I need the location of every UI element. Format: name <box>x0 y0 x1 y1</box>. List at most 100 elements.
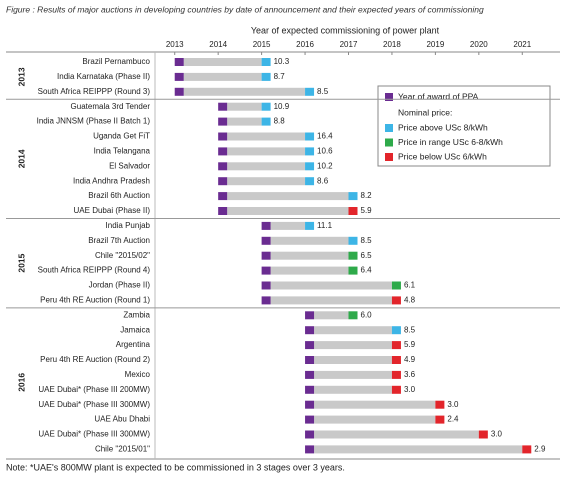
legend-swatch <box>385 138 393 147</box>
row-label: Brazil 6th Auction <box>88 191 150 200</box>
price-label: 8.5 <box>361 236 373 245</box>
row-label: Brazil 7th Auction <box>88 236 150 245</box>
duration-bar <box>227 207 349 215</box>
award-marker <box>261 296 271 305</box>
duration-bar <box>183 58 262 66</box>
commission-marker <box>478 430 488 439</box>
legend-subtitle: Nominal price: <box>398 107 452 117</box>
price-label: 8.2 <box>361 191 373 200</box>
duration-bar <box>314 430 479 439</box>
duration-bar <box>227 117 262 126</box>
row-label: South Africa REIPPP (Round 4) <box>38 266 151 275</box>
price-label: 3.6 <box>404 370 416 379</box>
award-marker <box>261 251 271 260</box>
chart-title: Figure : Results of major auctions in de… <box>6 4 484 14</box>
legend-label: Price above USc 8/kWh <box>398 122 488 132</box>
row-label: UAE Dubai (Phase II) <box>74 206 151 215</box>
legend-label: Year of award of PPA <box>398 91 479 101</box>
duration-bar <box>314 341 392 350</box>
x-tick-label: 2014 <box>209 40 227 49</box>
commission-marker <box>261 72 271 81</box>
duration-bar <box>227 102 262 111</box>
award-marker <box>305 430 315 439</box>
duration-bar <box>227 162 306 171</box>
x-axis-label: Year of expected commissioning of power … <box>251 25 440 35</box>
row-label: El Salvador <box>109 161 150 170</box>
commission-marker <box>391 326 401 335</box>
x-tick-label: 2017 <box>340 40 358 49</box>
commission-marker <box>305 162 315 171</box>
commission-marker <box>391 385 401 394</box>
commission-marker <box>305 221 315 230</box>
award-marker <box>261 281 271 290</box>
duration-bar <box>314 445 523 454</box>
legend-label: Price in range USc 6-8/kWh <box>398 137 503 147</box>
row-label: UAE Dubai* (Phase III 300MW) <box>38 430 150 439</box>
award-marker <box>305 400 315 409</box>
group-label: 2016 <box>16 373 26 392</box>
row-label: Peru 4th RE Auction (Round 1) <box>40 296 150 305</box>
row-label: UAE Abu Dhabi <box>94 415 150 424</box>
row-label: Mexico <box>125 370 151 379</box>
price-label: 11.1 <box>317 221 333 230</box>
row-label: Jordan (Phase II) <box>89 281 151 290</box>
duration-bar <box>270 251 349 260</box>
duration-bar <box>183 72 262 81</box>
award-marker <box>218 177 228 186</box>
duration-bar <box>314 356 392 364</box>
duration-bar <box>227 132 306 141</box>
price-label: 8.7 <box>274 72 286 81</box>
group-label: 2015 <box>16 253 26 272</box>
award-marker <box>261 221 271 230</box>
duration-bar <box>314 326 392 335</box>
commission-marker <box>348 207 358 215</box>
row-label: India Andhra Pradesh <box>73 176 150 185</box>
commission-marker <box>435 400 445 409</box>
row-label: Brazil Pernambuco <box>82 57 150 66</box>
x-tick-label: 2021 <box>513 40 531 49</box>
duration-bar <box>314 415 436 424</box>
price-label: 6.4 <box>361 266 373 275</box>
commission-marker <box>305 147 315 156</box>
row-label: Argentina <box>116 340 151 349</box>
price-label: 5.9 <box>361 206 373 215</box>
commission-marker <box>391 370 401 379</box>
award-marker <box>218 162 228 171</box>
row-label: Zambia <box>123 310 150 319</box>
row-label: India Telangana <box>94 147 151 156</box>
award-marker <box>305 326 315 335</box>
commission-marker <box>261 117 271 126</box>
price-label: 4.9 <box>404 355 416 364</box>
x-tick-label: 2019 <box>426 40 444 49</box>
duration-bar <box>314 370 392 379</box>
award-marker <box>218 192 228 201</box>
duration-bar <box>227 192 349 201</box>
duration-bar <box>270 281 392 290</box>
row-label: India JNNSM (Phase II Batch 1) <box>37 117 151 126</box>
price-label: 10.2 <box>317 161 333 170</box>
duration-bar <box>270 296 392 305</box>
price-label: 3.0 <box>404 385 416 394</box>
row-label: Chile "2015/01" <box>95 445 150 454</box>
commission-marker <box>391 296 401 305</box>
commission-marker <box>348 266 358 275</box>
price-label: 6.1 <box>404 281 416 290</box>
award-marker <box>218 102 228 111</box>
award-marker <box>261 236 271 245</box>
award-marker <box>218 147 228 156</box>
commission-marker <box>435 415 445 424</box>
award-marker <box>305 311 315 320</box>
award-marker <box>174 58 184 66</box>
commission-marker <box>391 356 401 364</box>
row-label: Peru 4th RE Auction (Round 2) <box>40 355 150 364</box>
price-label: 8.8 <box>274 117 286 126</box>
price-label: 2.4 <box>447 415 459 424</box>
price-label: 3.0 <box>447 400 459 409</box>
duration-bar <box>227 147 306 156</box>
commission-marker <box>305 87 315 96</box>
commission-marker <box>522 445 532 454</box>
row-label: UAE Dubai* (Phase III 300MW) <box>38 400 150 409</box>
duration-bar <box>314 311 349 320</box>
duration-bar <box>270 221 306 230</box>
row-label: Jamaica <box>120 325 150 334</box>
